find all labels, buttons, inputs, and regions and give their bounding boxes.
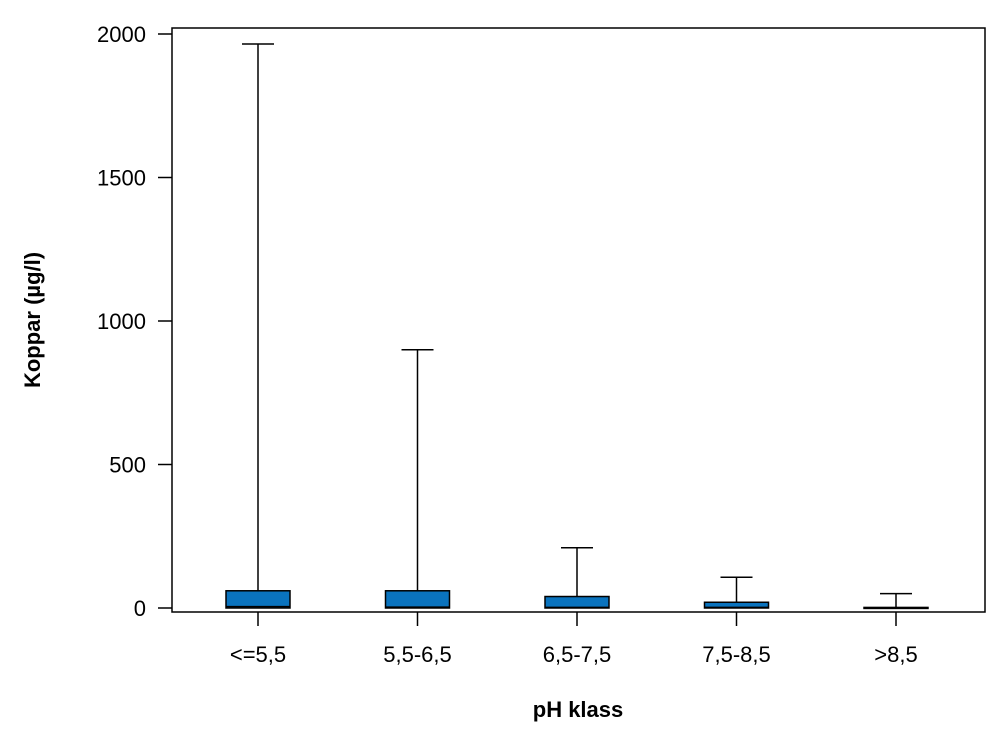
x-tick-label: 5,5-6,5 xyxy=(383,642,452,667)
y-axis-title: Koppar (µg/l) xyxy=(20,252,45,388)
box xyxy=(225,590,291,609)
boxes-group xyxy=(225,43,929,610)
y-tick-label: 1000 xyxy=(97,309,146,334)
y-tick-label: 500 xyxy=(109,453,146,478)
box xyxy=(544,595,610,609)
x-axis: <=5,5 5,5-6,5 6,5-7,5 7,5-8,5 >8,5 xyxy=(230,612,918,667)
x-tick-label: <=5,5 xyxy=(230,642,286,667)
x-axis-title: pH klass xyxy=(533,697,624,722)
x-tick-label: >8,5 xyxy=(874,642,917,667)
box xyxy=(384,590,451,609)
y-tick-label: 2000 xyxy=(97,22,146,47)
plot-frame xyxy=(171,27,986,613)
x-tick-label: 6,5-7,5 xyxy=(543,642,612,667)
y-axis: 0 500 1000 1500 2000 xyxy=(97,22,172,621)
y-tick-label: 0 xyxy=(134,596,146,621)
y-tick-label: 1500 xyxy=(97,166,146,191)
x-tick-label: 7,5-8,5 xyxy=(702,642,771,667)
